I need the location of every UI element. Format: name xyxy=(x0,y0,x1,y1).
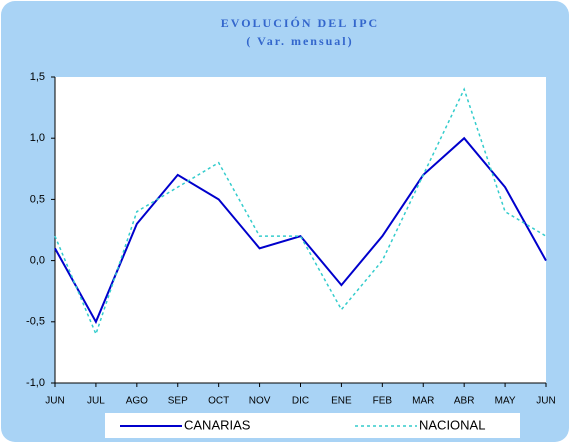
y-tick-label: 1,5 xyxy=(30,71,45,83)
legend-label: NACIONAL xyxy=(419,417,485,432)
x-tick-label: MAY xyxy=(495,396,516,407)
y-tick-label: 0,5 xyxy=(30,193,45,205)
y-tick-label: 1,0 xyxy=(30,132,45,144)
chart-title: EVOLUCIÓN DEL IPC xyxy=(221,16,379,30)
x-tick-label: FEB xyxy=(373,396,393,407)
y-tick-label: -0,5 xyxy=(26,316,45,328)
x-tick-label: OCT xyxy=(208,396,229,407)
y-tick-label: -1,0 xyxy=(26,377,45,389)
chart-subtitle: ( Var. mensual) xyxy=(246,34,353,48)
x-tick-label: AGO xyxy=(126,396,148,407)
x-tick-label: SEP xyxy=(168,396,188,407)
line-series xyxy=(54,136,547,325)
x-tick-label: JUN xyxy=(45,396,64,407)
x-tick-label: ABR xyxy=(454,396,475,407)
x-tick-label: MAR xyxy=(412,396,434,407)
y-tick-label: 0,0 xyxy=(30,255,45,267)
plot-area xyxy=(55,77,546,383)
x-tick-label: DIC xyxy=(292,396,309,407)
x-tick-label: JUL xyxy=(87,396,105,407)
x-tick-label: ENE xyxy=(331,396,352,407)
legend-label: CANARIAS xyxy=(184,417,251,432)
x-tick-label: JUN xyxy=(536,396,555,407)
line-series xyxy=(54,87,547,337)
x-tick-label: NOV xyxy=(249,396,271,407)
